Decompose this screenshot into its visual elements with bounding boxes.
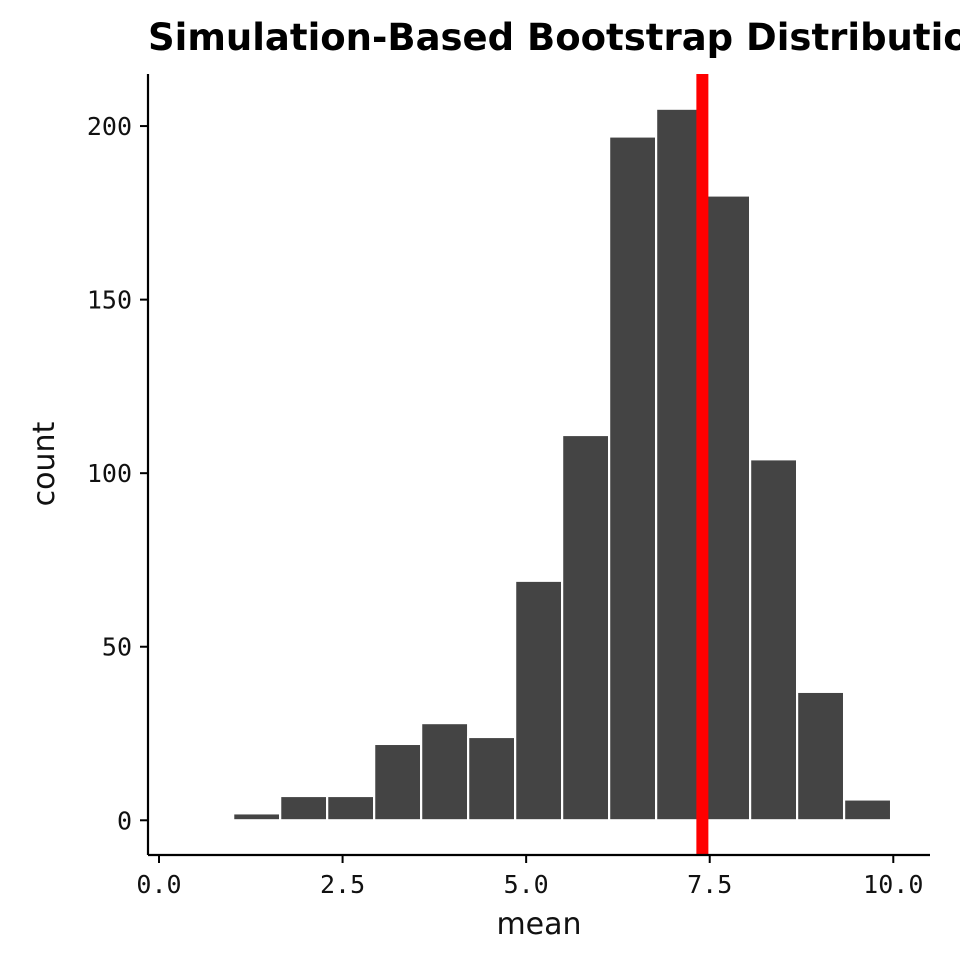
x-tick-label: 7.5 [687, 870, 732, 899]
histogram-bar-3 [279, 794, 329, 822]
y-tick-label: 150 [87, 286, 132, 315]
y-axis-ticks: 0 50 100 150 200 [87, 112, 148, 835]
histogram-bar-8 [514, 579, 564, 822]
x-tick-label: 0.0 [136, 870, 181, 899]
y-tick-label: 0 [117, 806, 132, 835]
histogram-bar-1 [185, 817, 235, 822]
chart-title: Simulation-Based Bootstrap Distribution [148, 16, 960, 59]
histogram-bar-10 [608, 135, 658, 822]
histogram-bar-6 [420, 721, 470, 822]
x-axis-ticks: 0.0 2.5 5.0 7.5 10.0 [136, 855, 923, 899]
histogram-bar-5 [373, 742, 423, 822]
x-axis-title: mean [496, 907, 581, 942]
y-tick-label: 50 [102, 633, 132, 662]
histogram-bars [185, 107, 893, 822]
histogram-bar-11 [655, 107, 705, 822]
y-tick-label: 100 [87, 459, 132, 488]
axes [146, 74, 930, 857]
histogram-bar-13 [749, 458, 799, 822]
histogram-bar-14 [795, 690, 846, 822]
histogram-bar-15 [842, 798, 893, 822]
histogram-bar-4 [326, 794, 376, 822]
y-axis-title: count [27, 421, 62, 506]
histogram-bar-12 [702, 194, 752, 822]
y-tick-label: 200 [87, 112, 132, 141]
histogram-bar-2 [232, 812, 282, 822]
histogram-bar-9 [561, 433, 611, 822]
x-tick-label: 2.5 [320, 870, 365, 899]
x-tick-label: 10.0 [863, 870, 923, 899]
x-tick-label: 5.0 [504, 870, 549, 899]
histogram-bar-7 [467, 735, 517, 822]
